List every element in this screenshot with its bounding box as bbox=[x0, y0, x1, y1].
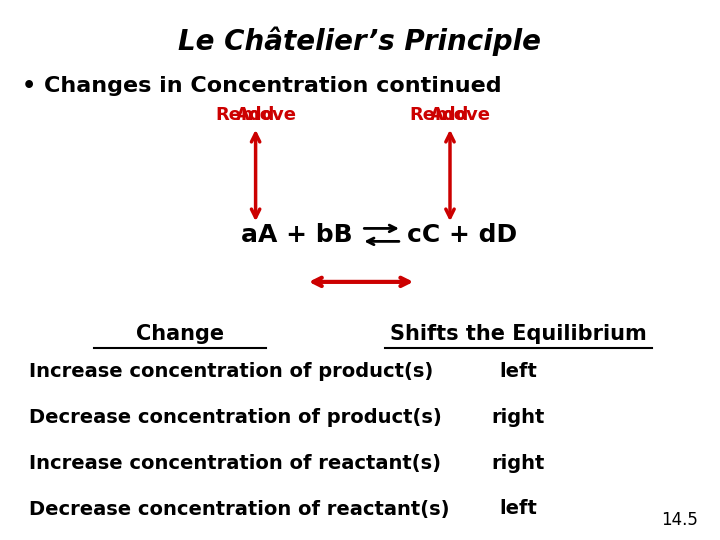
Text: aA + bB: aA + bB bbox=[241, 223, 353, 247]
Text: cC + dD: cC + dD bbox=[407, 223, 517, 247]
Text: Decrease concentration of reactant(s): Decrease concentration of reactant(s) bbox=[29, 500, 449, 518]
Text: Increase concentration of product(s): Increase concentration of product(s) bbox=[29, 362, 433, 381]
Text: right: right bbox=[492, 408, 545, 427]
Text: left: left bbox=[500, 362, 537, 381]
Text: • Changes in Concentration continued: • Changes in Concentration continued bbox=[22, 76, 501, 96]
Text: Add: Add bbox=[236, 106, 275, 124]
Text: Remove: Remove bbox=[215, 106, 296, 124]
Text: left: left bbox=[500, 500, 537, 518]
Text: Remove: Remove bbox=[410, 106, 490, 124]
Text: Add: Add bbox=[431, 106, 469, 124]
Text: Decrease concentration of product(s): Decrease concentration of product(s) bbox=[29, 408, 441, 427]
Text: 14.5: 14.5 bbox=[662, 511, 698, 529]
Text: Increase concentration of reactant(s): Increase concentration of reactant(s) bbox=[29, 454, 441, 472]
Text: Change: Change bbox=[136, 324, 224, 344]
Text: Shifts the Equilibrium: Shifts the Equilibrium bbox=[390, 324, 647, 344]
Text: right: right bbox=[492, 454, 545, 472]
Text: Le Châtelier’s Principle: Le Châtelier’s Principle bbox=[179, 27, 541, 57]
